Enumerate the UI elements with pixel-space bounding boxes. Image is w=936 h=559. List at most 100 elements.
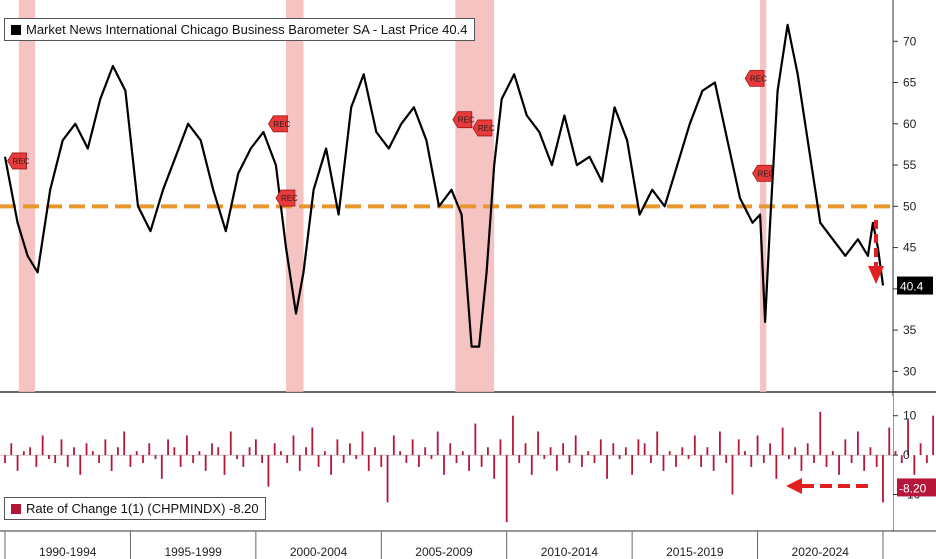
roc-bar-98 <box>618 455 621 460</box>
rec-marker-label-6: REC <box>758 169 775 178</box>
roc-bar-11 <box>73 447 75 456</box>
roc-bar-9 <box>60 439 63 456</box>
recession-band-2 <box>455 0 495 392</box>
roc-bar-78 <box>493 455 496 479</box>
roc-bar-14 <box>91 451 94 456</box>
y-tick-label-70: 70 <box>903 34 917 48</box>
roc-bar-7 <box>48 455 50 460</box>
roc-bar-67 <box>424 447 427 456</box>
roc-bar-120 <box>756 435 759 456</box>
roc-bar-34 <box>217 447 220 456</box>
roc-bar-30 <box>192 455 195 463</box>
roc-bar-22 <box>142 455 144 463</box>
legend-swatch-black <box>11 25 21 35</box>
roc-bar-37 <box>236 455 238 460</box>
roc-bar-74 <box>468 455 470 471</box>
last-price-box <box>897 276 933 295</box>
roc-bar-129 <box>813 455 815 463</box>
top-legend: Market News International Chicago Busine… <box>4 18 475 41</box>
roc-bar-44 <box>280 451 282 456</box>
roc-bar-4 <box>29 447 32 456</box>
roc-bar-79 <box>499 439 502 456</box>
roc-bar-118 <box>744 451 746 456</box>
roc-bar-77 <box>486 447 489 456</box>
roc-bar-123 <box>775 455 778 479</box>
roc-bar-107 <box>675 455 677 467</box>
roc-bar-144 <box>907 419 909 456</box>
roc-bar-65 <box>411 439 414 456</box>
roc-bar-1 <box>10 443 13 456</box>
roc-last-box <box>897 478 936 497</box>
roc-bar-84 <box>530 455 533 475</box>
roc-bar-105 <box>662 455 665 471</box>
roc-bar-64 <box>405 455 408 463</box>
roc-bar-16 <box>104 439 107 456</box>
roc-bar-133 <box>838 455 840 475</box>
roc-bar-101 <box>637 439 640 456</box>
rec-marker-4 <box>472 119 493 137</box>
roc-bar-130 <box>819 411 822 456</box>
roc-bar-134 <box>844 439 847 456</box>
rec-marker-5 <box>744 70 765 87</box>
roc-bar-90 <box>568 455 571 463</box>
roc-bar-54 <box>342 455 345 463</box>
roc-bar-114 <box>719 431 721 456</box>
roc-bar-73 <box>461 451 464 456</box>
bottom-y-tick-label-0: 10 <box>903 409 917 423</box>
roc-bar-56 <box>355 455 358 460</box>
roc-bar-33 <box>211 443 213 456</box>
roc-bar-2 <box>16 455 19 471</box>
roc-bar-0 <box>4 455 6 463</box>
roc-bar-106 <box>668 451 671 456</box>
roc-bar-62 <box>392 435 395 456</box>
roc-bar-61 <box>386 455 389 503</box>
rate-of-change-bars <box>4 411 935 523</box>
roc-bar-48 <box>305 447 307 456</box>
roc-bar-8 <box>54 455 57 463</box>
roc-bar-13 <box>85 443 88 456</box>
top-y-axis: 30354045505560657040.4 <box>893 34 933 378</box>
roc-bar-70 <box>443 455 445 475</box>
roc-bar-15 <box>98 455 100 463</box>
roc-bar-112 <box>706 447 709 456</box>
roc-bar-76 <box>480 455 483 467</box>
bottom-legend-text: Rate of Change 1(1) (CHPMINDX) -8.20 <box>26 501 259 516</box>
roc-bar-3 <box>22 451 25 456</box>
roc-bar-12 <box>79 455 82 475</box>
x-period-label-2: 2000-2004 <box>290 545 348 559</box>
roc-bar-39 <box>248 447 251 456</box>
roc-bar-26 <box>167 439 169 456</box>
roc-bar-121 <box>762 455 765 463</box>
rec-marker-label-5: REC <box>750 74 767 83</box>
barometer-series <box>3 23 885 348</box>
roc-bar-87 <box>549 447 552 456</box>
roc-bar-103 <box>650 455 652 463</box>
y-tick-label-35: 35 <box>903 323 917 337</box>
roc-bar-63 <box>399 451 401 456</box>
x-period-label-4: 2010-2014 <box>541 545 599 559</box>
roc-bar-42 <box>267 455 270 487</box>
roc-bar-128 <box>806 443 809 456</box>
roc-bar-71 <box>449 443 452 456</box>
roc-bar-28 <box>179 455 182 467</box>
roc-bar-96 <box>606 455 608 479</box>
roc-bar-40 <box>254 439 257 456</box>
roc-bar-142 <box>894 451 897 456</box>
roc-bar-46 <box>292 435 295 456</box>
roc-bar-5 <box>35 455 38 467</box>
roc-bar-92 <box>581 455 583 467</box>
roc-bar-75 <box>474 423 477 456</box>
roc-bar-10 <box>66 455 69 467</box>
roc-bar-147 <box>925 455 928 463</box>
x-period-label-3: 2005-2009 <box>415 545 473 559</box>
barometer-line <box>3 23 885 348</box>
roc-bar-86 <box>543 455 546 460</box>
roc-bar-85 <box>537 431 539 456</box>
roc-bar-125 <box>788 455 790 460</box>
rec-marker-3 <box>452 111 473 129</box>
roc-bar-6 <box>41 435 44 456</box>
roc-bar-138 <box>869 447 872 456</box>
roc-bar-89 <box>562 443 565 456</box>
